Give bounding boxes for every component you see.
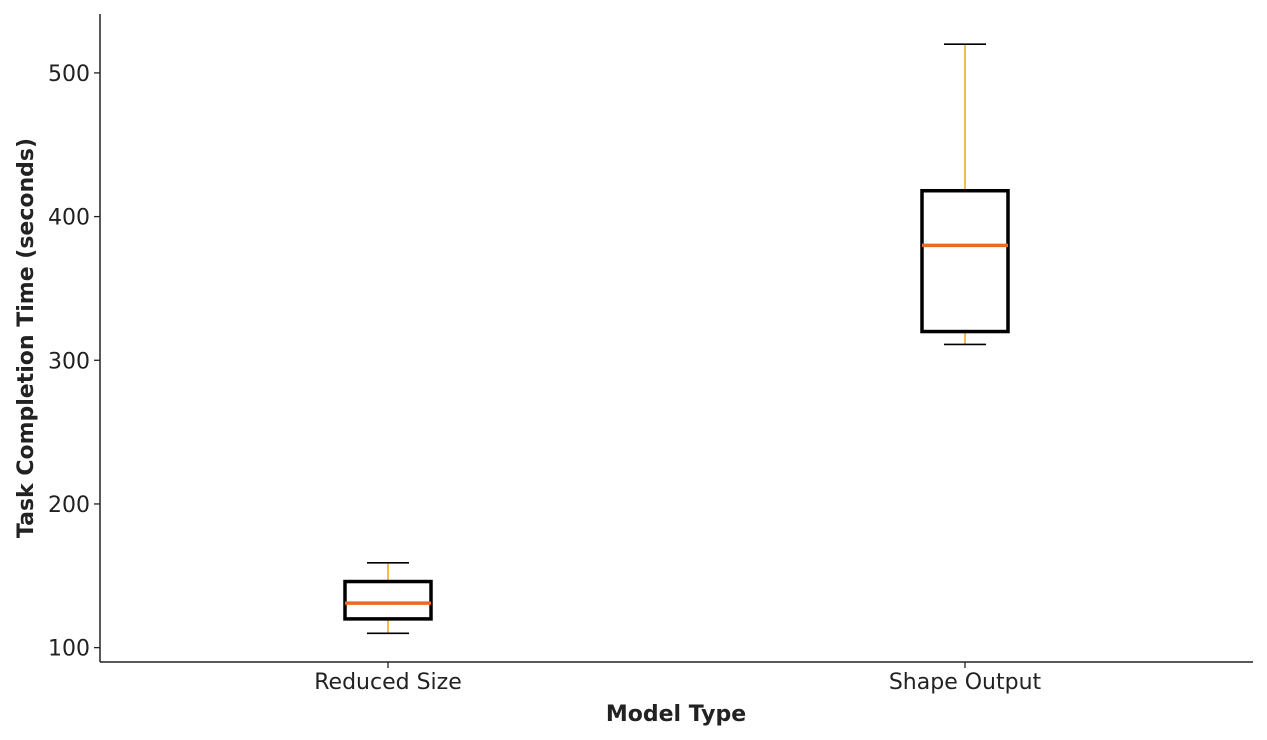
x-axis-ticks: Reduced Size Shape Output [314,662,1042,695]
y-tick-label: 400 [48,206,90,231]
y-axis-title: Task Completion Time (seconds) [14,138,39,538]
y-axis-ticks: 100 200 300 400 500 [48,62,100,662]
plot-area: 100 200 300 400 500 Reduced Size Shape Output [48,14,1253,695]
y-tick-label: 500 [48,62,90,87]
box-reduced-size [343,562,433,635]
y-tick-label: 200 [48,493,90,518]
x-axis-title: Model Type [606,702,746,727]
x-tick-label: Shape Output [889,670,1042,695]
y-tick-label: 100 [48,637,90,662]
box-shape-output [920,43,1010,346]
iqr-box [343,579,433,621]
x-tick-label: Reduced Size [314,670,462,695]
iqr-box [920,188,1010,334]
y-tick-label: 300 [48,349,90,374]
box-series [343,43,1010,635]
